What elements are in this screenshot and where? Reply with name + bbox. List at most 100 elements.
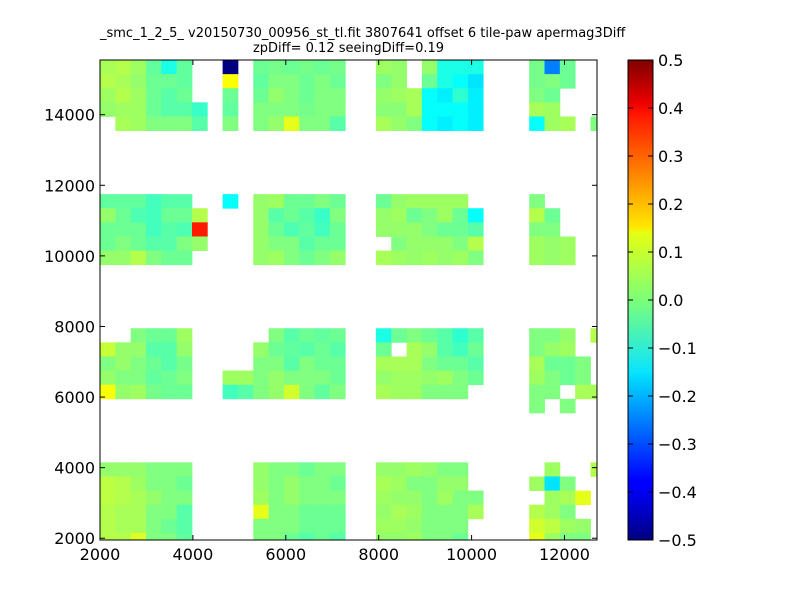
heatmap-cell: [100, 532, 116, 541]
heatmap-cell: [145, 356, 162, 371]
heatmap-cell: [253, 518, 270, 534]
heatmap-cell: [529, 342, 545, 357]
heatmap-cell: [590, 462, 598, 477]
heatmap-cell: [314, 194, 331, 209]
heatmap-cell: [161, 462, 178, 477]
heatmap-cell: [191, 116, 208, 131]
heatmap-cell: [329, 236, 346, 251]
heatmap-cell: [253, 74, 270, 89]
heatmap-cell: [161, 102, 178, 117]
heatmap-cell: [544, 222, 561, 237]
heatmap-cell: [544, 504, 561, 520]
heatmap-cell: [283, 208, 300, 223]
heatmap-cell: [299, 116, 315, 131]
heatmap-cell: [421, 532, 438, 541]
heatmap-cell: [176, 208, 193, 223]
heatmap-cell: [161, 370, 178, 386]
heatmap-cell: [100, 250, 116, 266]
heatmap-cell: [268, 116, 285, 131]
heatmap-cell: [375, 88, 392, 103]
heatmap-cell: [176, 384, 193, 400]
heatmap-cell: [329, 490, 346, 506]
colorbar-tick-label: 0.4: [658, 99, 683, 118]
heatmap-cell: [283, 384, 300, 400]
heatmap-cell: [421, 504, 438, 520]
heatmap-cell: [299, 518, 315, 534]
heatmap-cell: [100, 356, 116, 371]
heatmap-cell: [314, 102, 331, 117]
heatmap-cell: [559, 236, 576, 251]
heatmap-cell: [452, 328, 469, 343]
heatmap-cell: [176, 194, 193, 209]
heatmap-cell: [161, 222, 178, 237]
heatmap-cell: [375, 222, 392, 237]
heatmap-cell: [467, 250, 484, 266]
heatmap-cell: [375, 370, 392, 386]
heatmap-cell: [329, 222, 346, 237]
heatmap-cell: [421, 370, 438, 386]
heatmap-cell: [391, 116, 407, 131]
heatmap-cell: [299, 490, 315, 506]
heatmap-cell: [391, 476, 407, 491]
heatmap-cell: [452, 60, 469, 75]
heatmap-cell: [176, 236, 193, 251]
heatmap-cell: [467, 102, 484, 117]
heatmap-cell: [299, 102, 315, 117]
heatmap-cell: [268, 194, 285, 209]
heatmap-cell: [559, 518, 576, 534]
heatmap-cell: [299, 462, 315, 477]
heatmap-cell: [375, 356, 392, 371]
heatmap-cell: [314, 476, 331, 491]
heatmap-cell: [575, 356, 591, 371]
heatmap-cell: [176, 532, 193, 541]
heatmap-cell: [268, 518, 285, 534]
heatmap-cell: [283, 116, 300, 131]
heatmap-cell: [329, 532, 346, 541]
heatmap-cell: [253, 532, 270, 541]
heatmap-cell: [437, 194, 453, 209]
heatmap-cell: [467, 356, 484, 371]
heatmap-cell: [115, 116, 132, 131]
heatmap-cell: [145, 370, 162, 386]
heatmap-cell: [100, 88, 116, 103]
heatmap-cell: [268, 328, 285, 343]
heatmap-cell: [191, 236, 208, 251]
heatmap-cell: [314, 342, 331, 357]
heatmap-cell: [145, 384, 162, 400]
heatmap-cell: [575, 532, 591, 541]
heatmap-cell: [329, 504, 346, 520]
heatmap-cell: [161, 88, 178, 103]
heatmap-cell: [421, 208, 438, 223]
heatmap-cell: [283, 250, 300, 266]
heatmap-cell: [452, 102, 469, 117]
heatmap-cell: [145, 518, 162, 534]
heatmap-cell: [253, 476, 270, 491]
heatmap-cell: [375, 462, 392, 477]
heatmap-cell: [130, 462, 147, 477]
heatmap-cell: [283, 328, 300, 343]
heatmap-cell: [115, 88, 132, 103]
heatmap-cell: [406, 462, 423, 477]
heatmap-cell: [529, 236, 545, 251]
heatmap-cell: [590, 384, 598, 400]
heatmap-cell: [145, 102, 162, 117]
heatmap-cell: [115, 476, 132, 491]
heatmap-cell: [283, 476, 300, 491]
heatmap-cell: [590, 116, 598, 131]
heatmap-cell: [391, 60, 407, 75]
heatmap-cell: [391, 490, 407, 506]
heatmap-cell: [329, 462, 346, 477]
heatmap-cell: [161, 116, 178, 131]
colorbar-tick-label: 0.5: [658, 51, 683, 70]
heatmap-cell: [222, 384, 239, 400]
heatmap-cell: [406, 328, 423, 343]
heatmap-cell: [406, 532, 423, 541]
heatmap-cell: [253, 88, 270, 103]
heatmap-cell: [391, 194, 407, 209]
heatmap-cell: [544, 88, 561, 103]
heatmap-cell: [176, 370, 193, 386]
heatmap-cell: [452, 116, 469, 131]
heatmap-cell: [314, 370, 331, 386]
heatmap-cell: [145, 532, 162, 541]
heatmap-cell: [268, 102, 285, 117]
